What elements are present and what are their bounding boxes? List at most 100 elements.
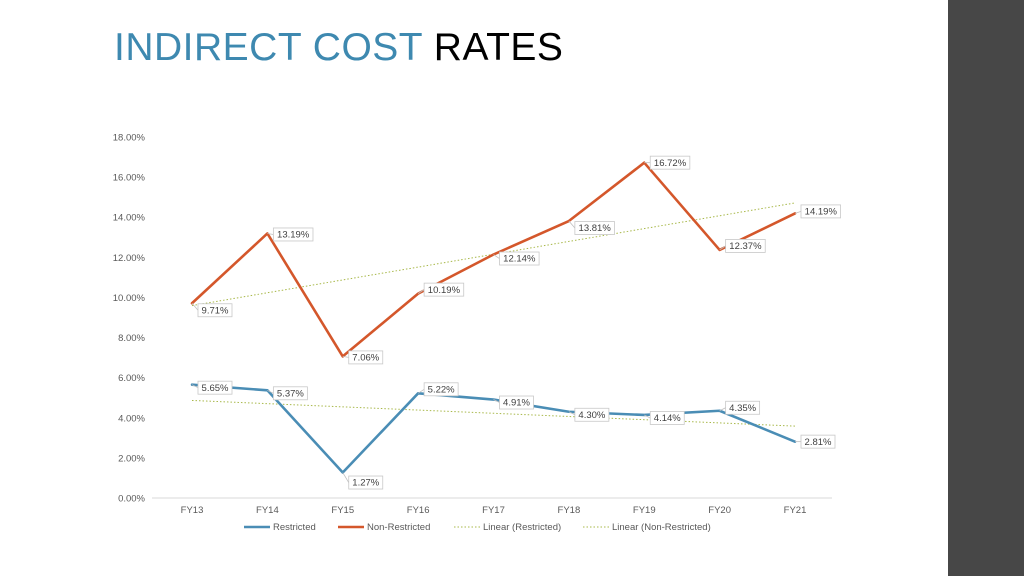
x-tick-label: FY21 bbox=[784, 505, 807, 516]
data-label-leader bbox=[342, 472, 350, 483]
data-label: 4.30% bbox=[568, 407, 610, 422]
y-axis: 0.00% 2.00% 4.00% 6.00% 8.00% 10.00% 12.00% 14.… bbox=[113, 133, 146, 505]
data-label-box bbox=[800, 434, 836, 449]
x-tick-label: FY15 bbox=[331, 505, 354, 516]
legend-label: Linear (Non-Restricted) bbox=[612, 522, 711, 533]
data-label-text: 5.65% bbox=[202, 383, 229, 394]
data-label-text: 16.72% bbox=[654, 158, 687, 169]
y-tick-label: 18.00% bbox=[113, 133, 146, 144]
legend-item-linear-non-restricted: Linear (Non-Restricted) bbox=[583, 522, 711, 533]
data-label-leader bbox=[719, 245, 726, 251]
y-tick-label: 6.00% bbox=[118, 373, 145, 384]
data-label: 4.35% bbox=[719, 400, 761, 415]
data-label-leader bbox=[417, 289, 425, 294]
data-label: 2.81% bbox=[795, 434, 836, 449]
data-label-leader bbox=[417, 388, 425, 394]
data-label-text: 5.37% bbox=[277, 389, 304, 400]
x-tick-label: FY16 bbox=[407, 505, 430, 516]
y-tick-label: 2.00% bbox=[118, 453, 145, 464]
data-label: 13.81% bbox=[568, 220, 615, 235]
data-label-leader bbox=[493, 254, 500, 259]
data-label-text: 13.81% bbox=[579, 223, 612, 234]
legend-item-restricted: Restricted bbox=[244, 522, 316, 533]
data-label-text: 1.27% bbox=[352, 478, 379, 489]
data-label-box bbox=[649, 411, 685, 425]
data-label: 7.06% bbox=[342, 350, 384, 365]
x-tick-label: FY18 bbox=[558, 505, 581, 516]
data-label-box bbox=[725, 239, 766, 253]
x-tick-label: FY13 bbox=[181, 505, 204, 516]
data-label-text: 12.14% bbox=[503, 254, 536, 265]
trendline-restricted bbox=[191, 399, 796, 427]
legend-item-non-restricted: Non-Restricted bbox=[338, 522, 430, 533]
series-lines bbox=[190, 161, 797, 474]
data-label-text: 9.71% bbox=[202, 305, 229, 316]
data-label: 5.37% bbox=[267, 386, 308, 401]
data-label-text: 2.81% bbox=[805, 437, 832, 448]
data-label: 5.65% bbox=[191, 380, 233, 395]
data-label-leader bbox=[568, 220, 576, 229]
data-label-leader bbox=[191, 384, 199, 389]
data-label-text: 10.19% bbox=[428, 285, 461, 296]
legend: Restricted Non-Restricted Linear (Restrict… bbox=[244, 522, 711, 533]
data-label-box bbox=[649, 155, 691, 170]
data-label: 9.71% bbox=[191, 303, 233, 318]
data-label-text: 4.14% bbox=[654, 413, 681, 424]
data-label: 14.19% bbox=[794, 204, 841, 219]
data-label-box bbox=[348, 350, 384, 365]
data-label: 16.72% bbox=[644, 155, 691, 170]
x-tick-label: FY14 bbox=[256, 505, 279, 516]
y-tick-label: 10.00% bbox=[113, 293, 146, 304]
data-label: 4.91% bbox=[493, 395, 534, 410]
x-tick-label: FY17 bbox=[482, 505, 505, 516]
data-label: 4.14% bbox=[644, 411, 685, 425]
slide-title-rest: RATES bbox=[433, 26, 564, 69]
data-label-box bbox=[272, 227, 314, 242]
data-label-leader bbox=[644, 414, 651, 419]
data-label-box bbox=[800, 204, 841, 219]
series-line-non-restricted bbox=[190, 161, 797, 358]
data-label-text: 12.37% bbox=[729, 241, 762, 252]
data-label-text: 7.06% bbox=[352, 353, 379, 364]
legend-label: Non-Restricted bbox=[367, 522, 430, 533]
data-label-leader bbox=[191, 303, 199, 311]
data-label-text: 5.22% bbox=[428, 385, 455, 396]
legend-item-linear-restricted: Linear (Restricted) bbox=[454, 522, 561, 533]
line-chart: 0.00% 2.00% 4.00% 6.00% 8.00% 10.00% 12.00% 14.… bbox=[113, 133, 841, 533]
data-label-text: 4.30% bbox=[578, 410, 605, 421]
data-label: 12.37% bbox=[719, 239, 766, 253]
y-tick-label: 0.00% bbox=[118, 494, 145, 505]
slide-title-accent: INDIRECT COST bbox=[114, 26, 423, 69]
data-label-leader bbox=[794, 211, 802, 214]
data-label: 12.14% bbox=[493, 251, 540, 266]
data-label-box bbox=[272, 386, 308, 401]
data-label-leader bbox=[342, 356, 349, 358]
data-label-box bbox=[197, 380, 233, 395]
x-axis: FY13 FY14 FY15 FY16 FY17 FY18 FY19 FY20 FY21 bbox=[152, 497, 832, 516]
data-label-leader bbox=[267, 233, 274, 235]
data-label-box bbox=[499, 251, 540, 266]
y-tick-label: 12.00% bbox=[113, 253, 146, 264]
data-label-text: 4.91% bbox=[503, 398, 530, 409]
data-label: 5.22% bbox=[417, 382, 459, 397]
data-label-box bbox=[574, 407, 610, 422]
data-labels: 5.65% 5.37% 1.27% 5.22% 4.91% 4.30% 4.14% 4.35%… bbox=[191, 155, 841, 490]
data-label-box bbox=[348, 475, 384, 490]
data-label: 10.19% bbox=[417, 282, 465, 297]
data-label-box bbox=[197, 303, 233, 318]
data-label-box bbox=[423, 382, 459, 397]
y-tick-label: 16.00% bbox=[113, 173, 146, 184]
x-tick-label: FY19 bbox=[633, 505, 656, 516]
slide-title: INDIRECT COST RATES bbox=[114, 26, 563, 70]
data-label-leader bbox=[493, 399, 500, 403]
legend-label: Linear (Restricted) bbox=[483, 522, 561, 533]
data-label: 1.27% bbox=[342, 472, 384, 490]
data-label-box bbox=[499, 395, 534, 410]
data-label-text: 4.35% bbox=[729, 403, 756, 414]
data-label-leader bbox=[719, 407, 726, 412]
data-label: 13.19% bbox=[267, 227, 314, 242]
y-tick-label: 8.00% bbox=[118, 333, 145, 344]
y-tick-label: 14.00% bbox=[113, 213, 146, 224]
legend-label: Restricted bbox=[273, 522, 316, 533]
data-label-leader bbox=[267, 389, 274, 394]
